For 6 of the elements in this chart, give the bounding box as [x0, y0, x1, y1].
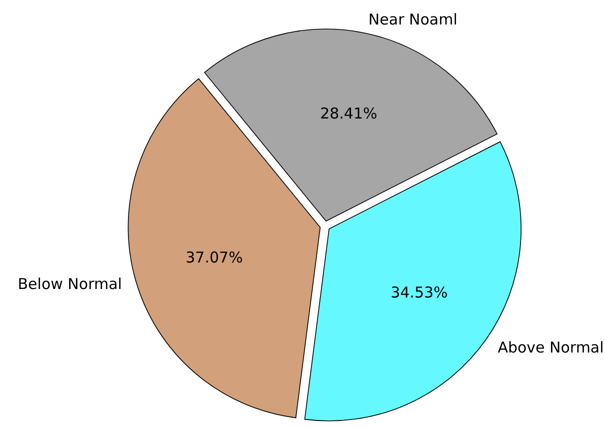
slice-label: Above Normal: [498, 338, 604, 357]
data-label: 34.53%: [390, 283, 448, 302]
data-label: 28.41%: [320, 104, 378, 122]
slice-label: Near Noaml: [368, 10, 458, 28]
data-label: 37.07%: [186, 248, 243, 267]
slice-label: Below Normal: [18, 275, 122, 294]
